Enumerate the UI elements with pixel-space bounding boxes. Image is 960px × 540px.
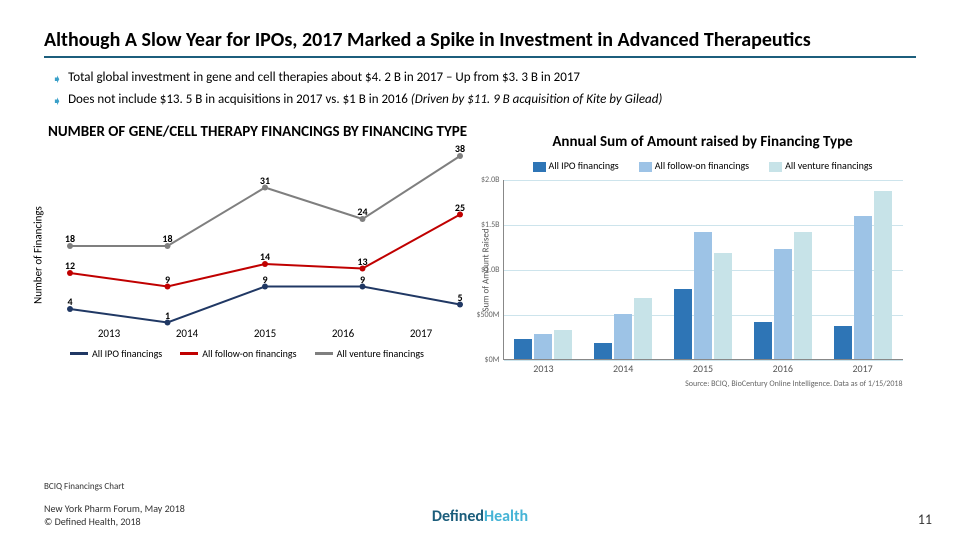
bar — [554, 330, 572, 359]
data-label: 18 — [61, 232, 79, 245]
bar — [854, 216, 872, 359]
bar — [774, 249, 792, 359]
x-tick: 2015 — [663, 362, 743, 375]
data-label: 4 — [61, 295, 79, 308]
data-label: 9 — [256, 273, 274, 286]
right-chart-title: Annual Sum of Amount raised by Financing… — [552, 133, 852, 151]
bar — [794, 232, 812, 359]
right-chart: Sum of Amount Raised 2013201420152016201… — [503, 180, 903, 360]
data-label: 38 — [451, 142, 469, 155]
right-chart-legend: All IPO financings All follow-on financin… — [533, 159, 873, 172]
bciq-note: BCIQ Financings Chart — [44, 481, 124, 492]
bullet-arrow-icon: ➧ — [52, 94, 62, 109]
page-number: 11 — [918, 511, 932, 528]
bullet-item: ➧ Total global investment in gene and ce… — [52, 70, 916, 87]
legend-item: All follow-on financings — [180, 347, 296, 360]
data-label: 9 — [354, 273, 372, 286]
footer-line1: New York Pharm Forum, May 2018 — [44, 502, 185, 515]
bar — [674, 289, 692, 359]
bullet-item: ➧ Does not include $13. 5 B in acquisiti… — [52, 92, 916, 109]
bullet-arrow-icon: ➧ — [52, 72, 62, 87]
slide-title: Although A Slow Year for IPOs, 2017 Mark… — [44, 28, 916, 58]
legend-item: All IPO financings — [533, 159, 619, 172]
bullet-text: Does not include $13. 5 B in acquisition… — [68, 92, 662, 107]
data-label: 31 — [256, 174, 274, 187]
left-chart-ylabel: Number of Financings — [32, 206, 45, 304]
y-tick: $1.5B — [470, 220, 500, 230]
y-tick: $1.0B — [470, 265, 500, 275]
legend-item: All follow-on financings — [639, 159, 749, 172]
data-label: 25 — [451, 201, 469, 214]
legend-item: All IPO financings — [70, 347, 162, 360]
data-label: 14 — [256, 250, 274, 263]
bar — [514, 339, 532, 359]
x-tick: 2016 — [304, 327, 382, 340]
x-tick: 2015 — [226, 327, 304, 340]
right-chart-source: Source: BCIQ, BioCentury Online Intellig… — [685, 379, 902, 389]
data-label: 24 — [354, 205, 372, 218]
logo-part1: Defined — [432, 507, 484, 526]
footer: New York Pharm Forum, May 2018 © Defined… — [44, 502, 185, 528]
data-label: 1 — [159, 309, 177, 322]
data-label: 12 — [61, 259, 79, 272]
x-tick: 2016 — [743, 362, 823, 375]
data-label: 5 — [451, 291, 469, 304]
legend-item: All venture financings — [769, 159, 872, 172]
bar — [594, 343, 612, 359]
bar — [874, 191, 892, 359]
bar — [694, 232, 712, 359]
bar — [634, 298, 652, 359]
legend-item: All venture financings — [315, 347, 424, 360]
data-label: 13 — [354, 255, 372, 268]
bar — [834, 326, 852, 359]
logo: DefinedHealth — [432, 507, 528, 526]
bar — [534, 334, 552, 359]
bullet-text: Total global investment in gene and cell… — [68, 70, 580, 85]
gridline — [504, 225, 903, 226]
x-tick: 2017 — [823, 362, 903, 375]
x-tick: 2014 — [148, 327, 226, 340]
x-tick: 2013 — [504, 362, 584, 375]
footer-line2: © Defined Health, 2018 — [44, 515, 185, 528]
x-tick: 2013 — [70, 327, 148, 340]
data-label: 9 — [159, 273, 177, 286]
x-tick: 2017 — [382, 327, 460, 340]
y-tick: $500M — [470, 310, 500, 320]
bar — [754, 322, 772, 359]
bar — [614, 314, 632, 359]
x-tick: 2014 — [583, 362, 663, 375]
bullet-list: ➧ Total global investment in gene and ce… — [52, 70, 916, 109]
y-tick: $0M — [470, 355, 500, 365]
gridline — [504, 360, 903, 361]
left-chart-title: NUMBER OF GENE/CELL THERAPY FINANCINGS B… — [44, 123, 471, 141]
left-chart: Number of Financings 4199512914132518183… — [44, 147, 464, 362]
logo-part2: Health — [484, 507, 528, 526]
data-label: 18 — [159, 232, 177, 245]
bar — [714, 253, 732, 359]
gridline — [504, 180, 903, 181]
y-tick: $2.0B — [470, 175, 500, 185]
